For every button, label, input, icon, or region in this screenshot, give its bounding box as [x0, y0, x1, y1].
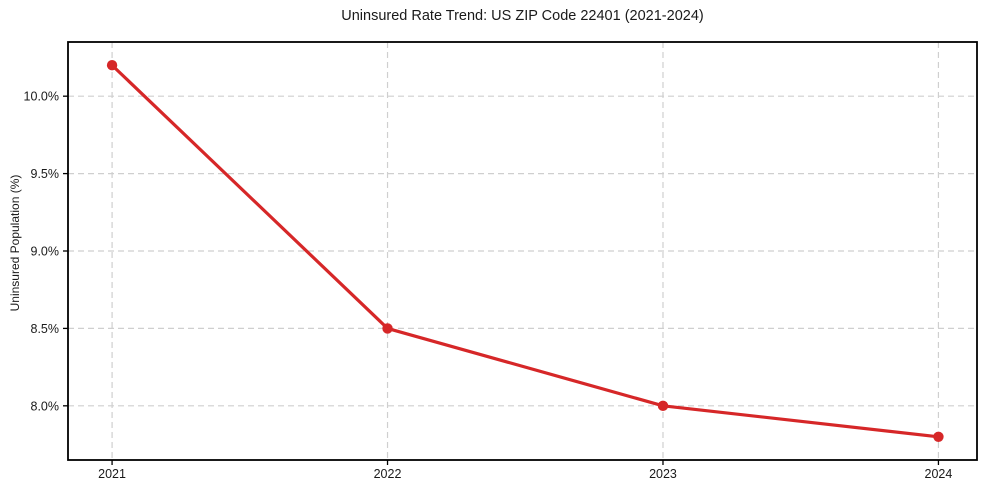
x-tick-label: 2021	[98, 467, 126, 481]
data-point-marker	[382, 323, 393, 334]
y-tick-label: 9.5%	[31, 167, 60, 181]
x-tick-label: 2023	[649, 467, 677, 481]
y-tick-label: 8.0%	[31, 399, 60, 413]
data-point-marker	[106, 60, 118, 71]
x-tick-label: 2022	[374, 467, 402, 481]
y-tick-label: 8.5%	[31, 322, 60, 336]
y-tick-label: 9.0%	[31, 245, 60, 259]
data-point-marker	[657, 400, 669, 412]
chart-title: Uninsured Rate Trend: US ZIP Code 22401 …	[341, 8, 704, 24]
x-tick-label: 2024	[925, 467, 953, 481]
y-tick-label: 10.0%	[24, 90, 59, 104]
data-point-marker	[933, 431, 944, 442]
trend-line	[110, 63, 941, 439]
